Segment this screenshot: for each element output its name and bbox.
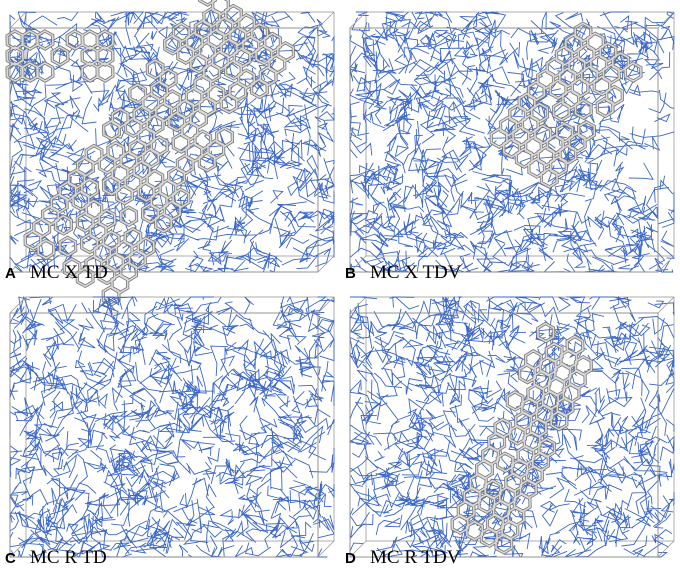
box-edge — [9, 255, 27, 273]
box-edge — [9, 296, 27, 314]
crystal — [490, 22, 642, 188]
panel: D MC R TDV — [345, 295, 676, 568]
panel: B MC X TDV — [345, 11, 675, 283]
panel-label: MC X TD — [30, 262, 108, 283]
panel-label: MC X TDV — [370, 262, 462, 283]
panel-letter: A — [5, 265, 16, 282]
box-edge — [657, 255, 675, 273]
box-edge — [657, 540, 675, 558]
box-front — [349, 27, 659, 273]
polymer-network — [8, 295, 335, 559]
box-edge — [317, 255, 335, 273]
box-edge — [657, 11, 675, 29]
box-edge — [349, 540, 367, 558]
box-edge — [349, 11, 367, 29]
box-edge — [349, 255, 367, 273]
box-front — [349, 312, 659, 558]
box-edge — [317, 296, 335, 314]
panel-label: MC R TDV — [370, 547, 461, 568]
crystal — [451, 322, 593, 554]
box-front — [9, 312, 319, 558]
panel-letter: D — [345, 550, 356, 567]
crystal — [6, 30, 114, 82]
box-edge — [9, 540, 27, 558]
box-edge — [9, 11, 27, 29]
panel-letter: B — [345, 265, 356, 282]
panel: A MC X TD — [5, 0, 336, 307]
box-edge — [657, 296, 675, 314]
box-edge — [317, 540, 335, 558]
panel-letter: C — [5, 550, 16, 567]
box-front — [9, 27, 319, 273]
box-edge — [349, 296, 367, 314]
panel-label: MC R TD — [30, 547, 107, 568]
panel: C MC R TD — [5, 295, 335, 568]
box-edge — [317, 11, 335, 29]
